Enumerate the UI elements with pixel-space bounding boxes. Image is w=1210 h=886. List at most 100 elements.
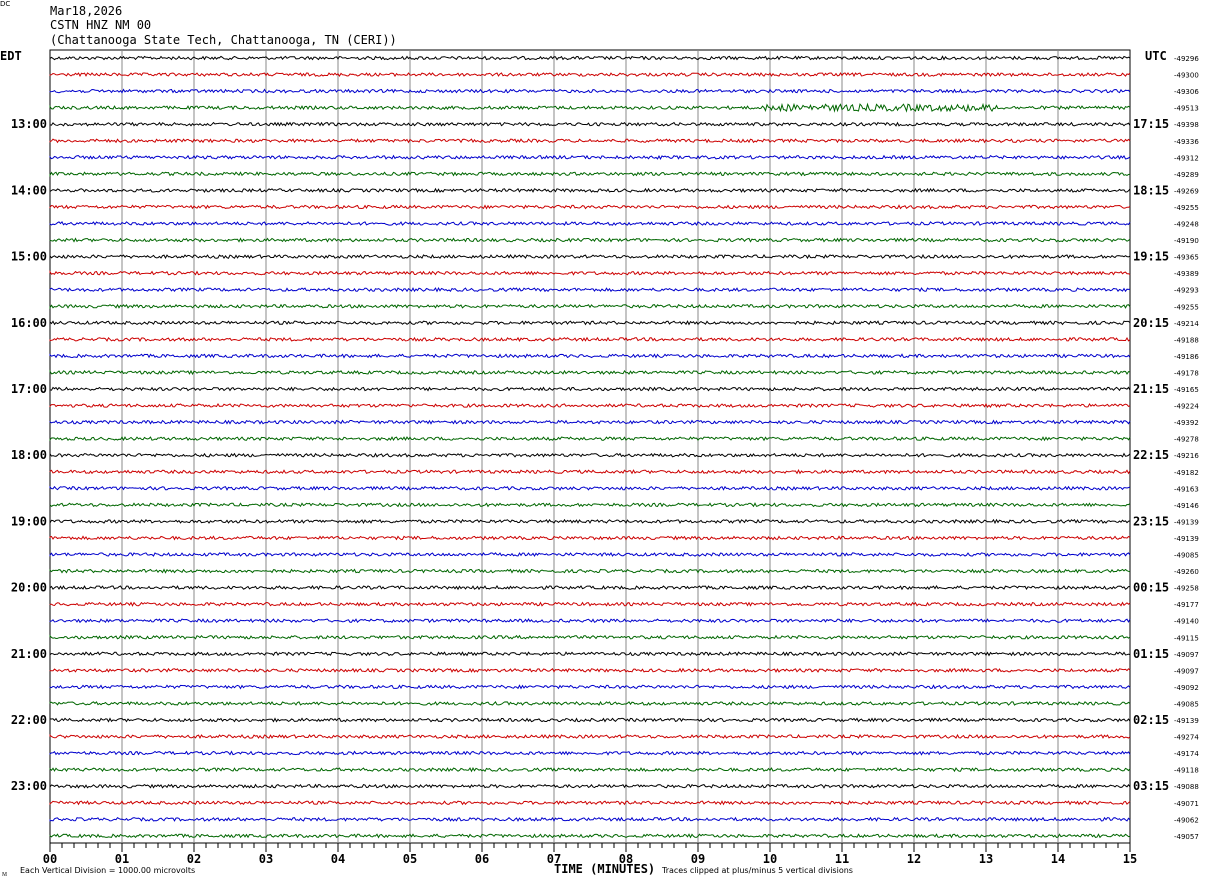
seismic-trace [49,552,1131,558]
dc-offset-label: -49085 [1174,700,1199,708]
dc-offset-label: -49188 [1174,336,1199,344]
x-axis-title: TIME (MINUTES) [554,862,656,876]
dc-offset-label: -49306 [1174,88,1199,96]
x-tick-label: 12 [907,852,921,866]
dc-offset-label: -49092 [1174,684,1199,692]
x-tick-label: 14 [1051,852,1065,866]
hour-label-right: 19:15 [1133,250,1169,264]
dc-offset-label: -49062 [1174,816,1199,824]
dc-offset-label: -49139 [1174,518,1199,526]
hour-label-left: 14:00 [11,183,47,197]
hour-label-right: 20:15 [1133,316,1169,330]
dc-offset-label: -49186 [1174,353,1199,361]
x-tick-label: 01 [115,852,129,866]
dc-offset-label: -49085 [1174,552,1199,560]
seismic-trace [49,403,1131,409]
seismic-trace [49,618,1131,624]
hour-label-left: 21:00 [11,647,47,661]
seismic-trace [49,237,1131,243]
seismic-trace [49,369,1131,376]
dc-offset-label: -49178 [1174,369,1199,377]
x-tick-label: 07 [547,852,561,866]
seismic-trace [49,783,1131,789]
dc-offset-label: -49248 [1174,221,1199,229]
hour-label-left: 13:00 [11,117,47,131]
hour-label-right: 00:15 [1133,581,1169,595]
seismic-trace [49,436,1131,442]
hour-label-left: 23:00 [11,779,47,793]
dc-offset-label: -49182 [1174,469,1199,477]
seismic-trace [49,601,1131,607]
seismic-trace [49,419,1131,425]
dc-offset-label: -49088 [1174,783,1199,791]
seismic-trace [49,700,1131,706]
dc-offset-label: -49258 [1174,585,1199,593]
dc-offset-label: -49071 [1174,800,1199,808]
hour-label-left: 15:00 [11,250,47,264]
clip-note: Traces clipped at plus/minus 5 vertical … [662,866,853,875]
hour-label-right: 18:15 [1133,183,1169,197]
hour-label-left: 17:00 [11,382,47,396]
dc-offset-label: -49278 [1174,436,1199,444]
dc-offset-label: -49289 [1174,171,1199,179]
x-tick-label: 02 [187,852,201,866]
seismic-trace [49,585,1130,591]
dc-offset-label: -49165 [1174,386,1199,394]
dc-offset-label: -49389 [1174,270,1199,278]
seismic-trace [49,535,1131,541]
seismic-trace [49,102,1131,113]
dc-offset-label: -49312 [1174,154,1199,162]
hour-label-left: 16:00 [11,316,47,330]
station-code: CSTN HNZ NM 00 [50,18,152,32]
hour-label-right: 23:15 [1133,514,1169,528]
hour-label-right: 02:15 [1133,713,1169,727]
right-timezone-label: UTC [1145,49,1167,63]
seismic-trace [49,270,1131,276]
dc-offset-label: -49097 [1174,667,1199,675]
dc-offset-label: -49214 [1174,320,1199,328]
seismic-trace [49,220,1131,226]
seismic-trace [49,336,1131,342]
seismic-trace [49,386,1131,392]
seismic-trace [49,451,1131,458]
x-tick-label: 09 [691,852,705,866]
seismic-trace [49,833,1131,839]
dc-offset-label: -49365 [1174,254,1199,262]
seismic-trace [49,634,1131,640]
dc-offset-label: -49255 [1174,204,1199,212]
dc-offset-label: -49140 [1174,618,1199,626]
seismic-trace [49,816,1131,822]
dc-offset-label: -49139 [1174,535,1199,543]
dc-offset-label: -49216 [1174,452,1199,460]
hour-label-right: 21:15 [1133,382,1169,396]
dc-offset-label: -49293 [1174,287,1199,295]
seismic-trace [49,138,1131,144]
seismic-trace [49,253,1131,260]
dc-offset-label: -49513 [1174,105,1199,113]
seismic-trace [49,88,1131,94]
plot-frame [49,49,1131,844]
seismic-trace [49,568,1131,574]
dc-offset-label: -49296 [1174,55,1199,63]
seismic-trace [49,684,1131,690]
dc-offset-label: -49392 [1174,419,1199,427]
dc-offset-label: -49224 [1174,403,1199,411]
seismic-trace [49,204,1131,210]
left-timezone-label: EDT [0,49,22,63]
hour-label-right: 03:15 [1133,779,1169,793]
seismic-trace [49,187,1131,193]
seismic-trace [49,502,1131,508]
seismic-trace [49,121,1131,127]
dc-offset-label: -49177 [1174,601,1199,609]
logo-mark: ᴍ [2,869,8,878]
dc-offset-label: -49255 [1174,303,1199,311]
dc-offset-label: -49269 [1174,187,1199,195]
x-tick-label: 03 [259,852,273,866]
hour-label-left: 20:00 [11,581,47,595]
seismic-trace [49,717,1131,723]
seismic-trace [49,353,1131,359]
dc-offset-label: -49057 [1174,833,1199,841]
seismic-trace [49,320,1131,326]
x-tick-label: 00 [43,852,57,866]
